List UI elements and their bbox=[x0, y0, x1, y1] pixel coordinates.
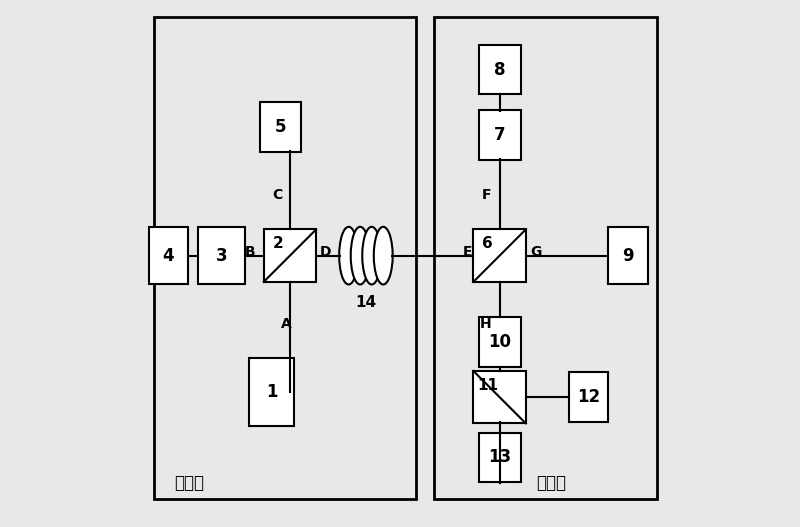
Bar bbox=[264, 229, 316, 282]
Bar bbox=[474, 229, 526, 282]
Ellipse shape bbox=[374, 227, 393, 285]
Bar bbox=[474, 371, 526, 423]
Text: 接收方: 接收方 bbox=[536, 474, 566, 492]
Bar bbox=[569, 372, 608, 422]
Bar bbox=[478, 433, 521, 482]
Ellipse shape bbox=[350, 227, 370, 285]
Bar bbox=[149, 227, 188, 285]
Bar bbox=[198, 227, 246, 285]
Text: C: C bbox=[272, 188, 282, 202]
Bar bbox=[434, 17, 657, 500]
Text: B: B bbox=[246, 245, 256, 259]
Text: 7: 7 bbox=[494, 126, 506, 144]
Bar bbox=[608, 227, 648, 285]
Bar bbox=[259, 102, 302, 152]
Text: A: A bbox=[281, 317, 292, 331]
Text: 4: 4 bbox=[162, 247, 174, 265]
Text: 1: 1 bbox=[266, 383, 278, 401]
Text: E: E bbox=[463, 245, 472, 259]
Text: G: G bbox=[530, 245, 542, 259]
Text: 11: 11 bbox=[478, 378, 498, 393]
Text: 发送方: 发送方 bbox=[174, 474, 205, 492]
Text: H: H bbox=[480, 317, 492, 331]
Text: 3: 3 bbox=[216, 247, 227, 265]
Text: 13: 13 bbox=[488, 448, 511, 466]
Text: 6: 6 bbox=[482, 236, 493, 251]
Text: 2: 2 bbox=[273, 236, 283, 251]
Text: 8: 8 bbox=[494, 61, 506, 79]
Bar bbox=[250, 358, 294, 426]
Ellipse shape bbox=[339, 227, 358, 285]
Text: D: D bbox=[320, 245, 331, 259]
Text: 10: 10 bbox=[488, 333, 511, 351]
Text: 5: 5 bbox=[274, 118, 286, 136]
Text: F: F bbox=[482, 188, 492, 202]
Bar bbox=[478, 110, 521, 160]
Bar bbox=[154, 17, 416, 500]
Bar bbox=[478, 45, 521, 94]
Text: 14: 14 bbox=[355, 295, 377, 310]
Ellipse shape bbox=[362, 227, 381, 285]
Text: 12: 12 bbox=[577, 388, 600, 406]
Text: 9: 9 bbox=[622, 247, 634, 265]
Bar bbox=[478, 317, 521, 367]
